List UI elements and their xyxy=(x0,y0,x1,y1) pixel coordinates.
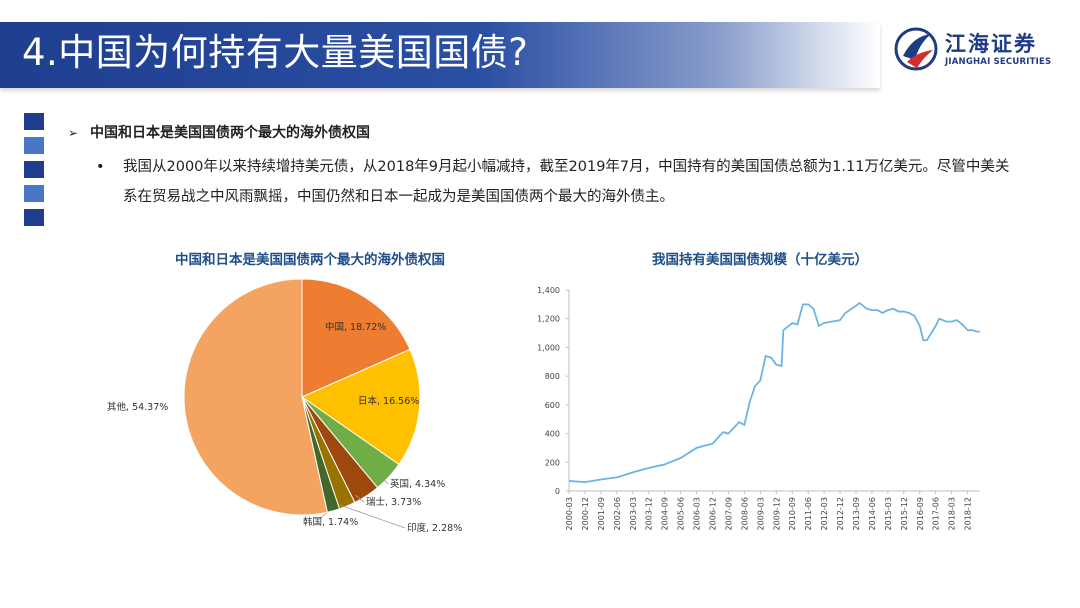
title-banner xyxy=(0,22,880,88)
x-tick-label: 2014-06 xyxy=(868,497,877,530)
x-tick-label: 2005-06 xyxy=(677,497,686,530)
pie-chart: 中国, 18.72% 日本, 16.56% 英国, 4.34% 瑞士, 3.73% 印度… xyxy=(107,278,462,534)
x-tick-label: 2011-06 xyxy=(804,497,813,530)
pie-data-label: 其他, 54.37% xyxy=(107,401,168,413)
y-tick-label: 1,000 xyxy=(537,343,560,352)
x-tick-label: 2009-12 xyxy=(772,497,781,530)
pie-leader-line xyxy=(354,494,365,503)
pie-data-label: 中国, 18.72% xyxy=(325,321,386,333)
bullet-paragraph: • 我国从2000年以来持续增持美元债，从2018年9月起小幅减持，截至2019… xyxy=(96,152,1016,212)
pie-chart-title: 中国和日本是美国国债两个最大的海外债权国 xyxy=(175,252,445,268)
pie-data-label: 韩国, 1.74% xyxy=(303,516,358,528)
pie-slice-2 xyxy=(300,348,421,466)
x-tick-label: 2012-12 xyxy=(836,497,845,530)
side-decoration-block xyxy=(24,113,44,130)
x-tick-label: 2000-03 xyxy=(565,497,574,530)
logo-chinese-name: 江海证券 xyxy=(945,32,1037,56)
x-tick-label: 2006-12 xyxy=(708,497,717,530)
x-tick-label: 2001-09 xyxy=(597,497,606,530)
y-tick-label: 400 xyxy=(545,430,560,439)
x-tick-label: 2010-09 xyxy=(788,497,797,530)
pie-slice-7 xyxy=(183,278,328,516)
x-tick-label: 2013-09 xyxy=(852,497,861,530)
x-tick-label: 2018-03 xyxy=(948,497,957,530)
jianghai-logo-icon xyxy=(894,27,938,71)
bullet-heading-text: 中国和日本是美国国债两个最大的海外债权国 xyxy=(90,125,370,141)
x-tick-label: 2015-03 xyxy=(884,497,893,530)
page-title: 4.中国为何持有大量美国国债? xyxy=(22,31,529,74)
pie-data-label: 英国, 4.34% xyxy=(390,478,445,490)
pie-data-label: 印度, 2.28% xyxy=(407,522,462,534)
pie-slice-1 xyxy=(301,278,411,398)
x-tick-label: 2000-12 xyxy=(581,497,590,530)
bullet-heading: ➢ 中国和日本是美国国债两个最大的海外债权国 xyxy=(68,122,370,142)
company-logo: 江海证券 JIANGHAI SECURITIES xyxy=(893,26,1063,76)
bullet-paragraph-text: 我国从2000年以来持续增持美元债，从2018年9月起小幅减持，截至2019年7… xyxy=(123,159,1010,205)
y-tick-label: 1,200 xyxy=(537,315,560,324)
x-tick-label: 2007-09 xyxy=(724,497,733,530)
x-tick-label: 2018-12 xyxy=(964,497,973,530)
side-decoration-block xyxy=(24,161,44,178)
series-line-1 xyxy=(568,302,980,484)
x-tick-label: 2009-03 xyxy=(756,497,765,530)
y-tick-label: 0 xyxy=(555,487,560,496)
x-tick-label: 2012-03 xyxy=(820,497,829,530)
x-tick-label: 2016-09 xyxy=(916,497,925,530)
pie-leader-line xyxy=(317,511,329,521)
side-decoration-block xyxy=(24,209,44,226)
x-tick-label: 2008-06 xyxy=(740,497,749,530)
x-tick-label: 2017-06 xyxy=(932,497,941,530)
y-tick-label: 1,400 xyxy=(537,286,560,295)
x-tick-label: 2006-03 xyxy=(693,497,702,530)
dot-bullet-icon: • xyxy=(96,159,105,175)
x-tick-label: 2015-12 xyxy=(900,497,909,530)
pie-data-label: 日本, 16.56% xyxy=(358,395,419,407)
y-tick-label: 200 xyxy=(545,458,560,467)
x-tick-label: 2003-03 xyxy=(629,497,638,530)
y-tick-label: 600 xyxy=(545,401,560,410)
y-tick-label: 800 xyxy=(545,372,560,381)
logo-english-name: JIANGHAI SECURITIES xyxy=(945,57,1052,67)
pie-data-label: 瑞士, 3.73% xyxy=(366,496,421,508)
side-decoration-block xyxy=(24,185,44,202)
x-tick-label: 2004-09 xyxy=(661,497,670,530)
pie-leader-line xyxy=(379,474,389,485)
pie-leader-line xyxy=(339,504,406,529)
x-tick-label: 2002-06 xyxy=(613,497,622,530)
arrow-bullet-icon: ➢ xyxy=(68,126,79,140)
side-decoration-block xyxy=(24,137,44,154)
line-chart-title: 我国持有美国国债规模（十亿美元） xyxy=(652,252,868,268)
x-tick-label: 2003-12 xyxy=(645,497,654,530)
